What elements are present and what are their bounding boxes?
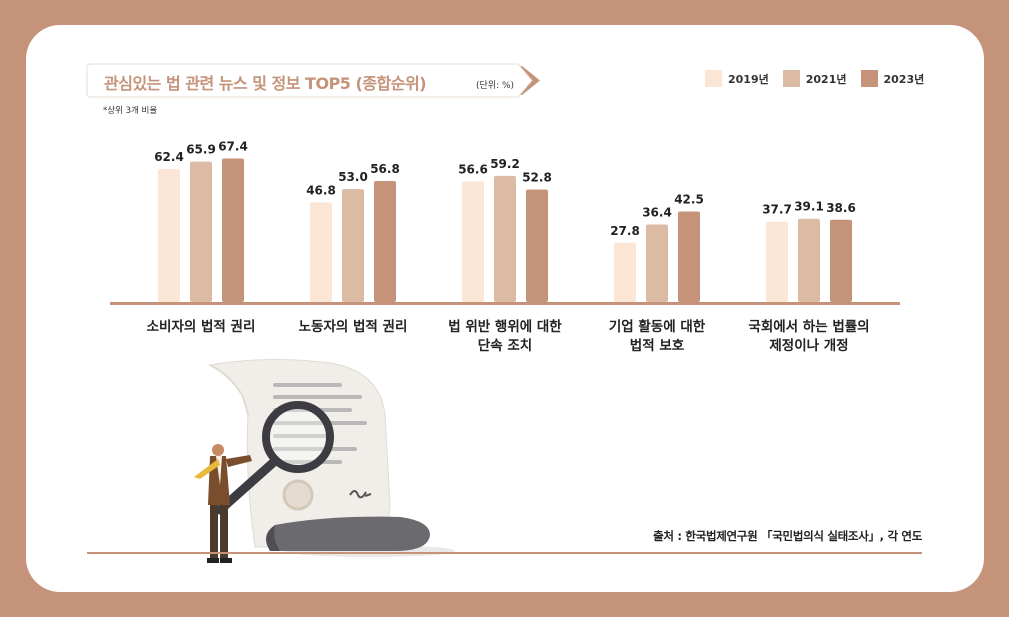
legend-item: 2023년 [860, 70, 925, 87]
data-label: 46.8 [306, 183, 336, 197]
footnote: *상위 3개 비율 [103, 106, 158, 116]
bar [614, 242, 636, 302]
bar [342, 189, 364, 302]
data-label: 67.4 [218, 139, 248, 153]
category-label: 소비자의 법적 권리 [147, 318, 256, 335]
category-label: 노동자의 법적 권리 [299, 318, 408, 335]
data-label: 39.1 [794, 200, 824, 214]
bar [374, 181, 396, 302]
data-label: 42.5 [674, 192, 704, 206]
data-label: 36.4 [642, 205, 672, 219]
bar [310, 202, 332, 302]
bar [462, 181, 484, 302]
bar [222, 158, 244, 302]
legend-label: 2023년 [883, 72, 925, 86]
legend-item: 2019년 [705, 70, 769, 87]
data-label: 53.0 [338, 170, 368, 184]
data-label: 56.8 [370, 162, 400, 176]
data-label: 56.6 [458, 162, 488, 176]
legend-item: 2021년 [782, 70, 847, 87]
bar [526, 189, 548, 302]
data-label: 62.4 [154, 150, 184, 164]
bar [190, 161, 212, 302]
legend-swatch [782, 70, 800, 87]
data-label: 65.9 [186, 143, 216, 157]
source-note: 출처 : 한국법제연구원 「국민법의식 실태조사」, 각 연도 [653, 529, 922, 543]
card-panel [26, 25, 984, 592]
category-label: 법 위반 행위에 대한 [448, 318, 562, 335]
title-banner [86, 63, 540, 98]
legend-label: 2021년 [805, 72, 847, 86]
category-label: 제정이나 개정 [769, 337, 848, 354]
bar [494, 175, 516, 302]
data-label: 59.2 [490, 157, 520, 171]
bar [830, 219, 852, 302]
bottom-divider [87, 552, 922, 554]
category-label: 기업 활동에 대한 [609, 318, 706, 335]
chart-title: 관심있는 법 관련 뉴스 및 정보 TOP5 (종합순위) [104, 74, 427, 93]
bar [766, 221, 788, 302]
legend-swatch [705, 70, 722, 87]
data-label: 27.8 [610, 224, 640, 238]
bar [678, 211, 700, 302]
legend-label: 2019년 [728, 72, 769, 86]
unit-label: (단위: %) [476, 81, 515, 91]
legend-swatch [860, 70, 878, 87]
data-label: 52.8 [522, 171, 552, 185]
data-label: 38.6 [826, 201, 856, 215]
data-label: 37.7 [762, 203, 792, 217]
legend: 2019년 2021년 2023년 [705, 70, 924, 87]
bar [158, 169, 180, 302]
man-with-magnifier-illustration [194, 358, 455, 563]
category-label: 국회에서 하는 법률의 [748, 318, 869, 335]
x-axis-baseline [110, 302, 900, 305]
category-label: 법적 보호 [630, 337, 685, 354]
category-label: 단속 조치 [478, 337, 532, 354]
bar [646, 224, 668, 302]
bar [798, 218, 820, 302]
